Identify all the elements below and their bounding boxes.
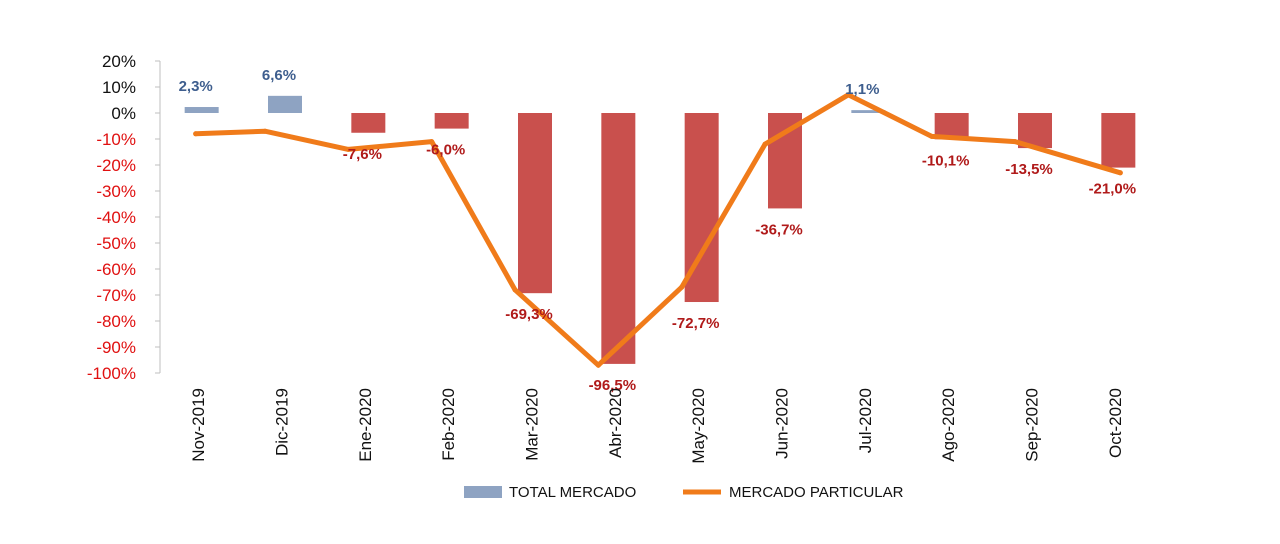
data-label: -21,0%	[1089, 181, 1137, 198]
data-label: -69,3%	[505, 306, 553, 323]
x-tick-label: Jun-2020	[772, 388, 791, 459]
bar-dic-2019	[268, 95, 302, 113]
y-tick-label: -100%	[87, 364, 136, 383]
legend-label-total-mercado: TOTAL MERCADO	[509, 484, 636, 501]
data-label: -36,7%	[755, 221, 803, 238]
y-tick-label: 20%	[102, 52, 136, 71]
line-point-ago-2020	[929, 133, 935, 139]
y-tick-label: -60%	[96, 260, 136, 279]
x-tick-label: Nov-2019	[189, 388, 208, 462]
line-point-jun-2020	[762, 141, 768, 147]
y-tick-label: -50%	[96, 234, 136, 253]
line-point-mar-2020	[512, 287, 518, 293]
data-label: 1,1%	[845, 81, 879, 98]
data-label: 2,3%	[179, 78, 213, 95]
line-point-may-2020	[679, 284, 685, 290]
y-tick-label: -70%	[96, 286, 136, 305]
y-tick-label: -90%	[96, 338, 136, 357]
x-tick-label: Mar-2020	[522, 388, 541, 461]
line-point-abr-2020	[595, 362, 601, 368]
bar-ene-2020	[351, 113, 386, 133]
bar-mar-2020	[518, 113, 552, 294]
legend-label-mercado-particular: MERCADO PARTICULAR	[729, 484, 904, 501]
data-label: -6,0%	[426, 142, 465, 159]
y-axis: 20% 10% 0% -10% -20% -30% -40% -50% -60% -70% -80%…	[87, 52, 161, 383]
x-tick-label: Abr-2020	[606, 388, 625, 458]
data-labels: 2,3% 6,6% -7,6% -6,0% -69,3% -96,5% -72,7% -36,…	[179, 67, 1137, 394]
bar-oct-2020	[1101, 113, 1136, 168]
data-label: -10,1%	[922, 152, 970, 169]
line-series-mercado-particular	[193, 92, 1123, 368]
x-tick-label: Sep-2020	[1022, 388, 1041, 462]
y-tick-label: -80%	[96, 312, 136, 331]
line-path	[193, 92, 1123, 368]
data-label: 6,6%	[262, 67, 296, 84]
x-tick-label: Jul-2020	[856, 388, 875, 453]
data-label: -7,6%	[343, 146, 382, 163]
x-tick-label: Ene-2020	[356, 388, 375, 462]
y-tick-label: -10%	[96, 130, 136, 149]
line-point-dic-2019	[262, 128, 268, 134]
data-label: -96,5%	[589, 377, 637, 394]
x-tick-label: Feb-2020	[439, 388, 458, 461]
data-label: -13,5%	[1005, 161, 1053, 178]
x-axis: Nov-2019 Dic-2019 Ene-2020 Feb-2020 Mar-2020…	[189, 388, 1125, 464]
y-tick-label: -30%	[96, 182, 136, 201]
line-point-oct-2020	[1117, 170, 1123, 176]
x-tick-label: Ago-2020	[939, 388, 958, 462]
legend-swatch-total-mercado	[464, 486, 502, 498]
legend: TOTAL MERCADO MERCADO PARTICULAR	[464, 484, 904, 501]
bar-jul-2020	[851, 110, 886, 113]
bar-feb-2020	[434, 113, 469, 129]
x-tick-label: Oct-2020	[1106, 388, 1125, 458]
y-tick-label: -40%	[96, 208, 136, 227]
bar-jun-2020	[768, 113, 802, 209]
y-tick-label: -20%	[96, 156, 136, 175]
bar-series-total-mercado	[184, 95, 1136, 364]
line-point-nov-2019	[193, 131, 199, 137]
line-point-ene-2020	[345, 146, 351, 152]
bar-nov-2019	[184, 107, 219, 113]
y-tick-label: 10%	[102, 78, 136, 97]
line-point-sep-2020	[1012, 139, 1018, 145]
x-tick-label: Dic-2019	[272, 388, 291, 456]
x-tick-label: May-2020	[689, 388, 708, 464]
y-tick-label: 0%	[111, 104, 136, 123]
line-point-feb-2020	[429, 139, 435, 145]
line-point-jul-2020	[845, 92, 851, 98]
data-label: -72,7%	[672, 315, 720, 332]
bar-abr-2020	[601, 113, 636, 364]
